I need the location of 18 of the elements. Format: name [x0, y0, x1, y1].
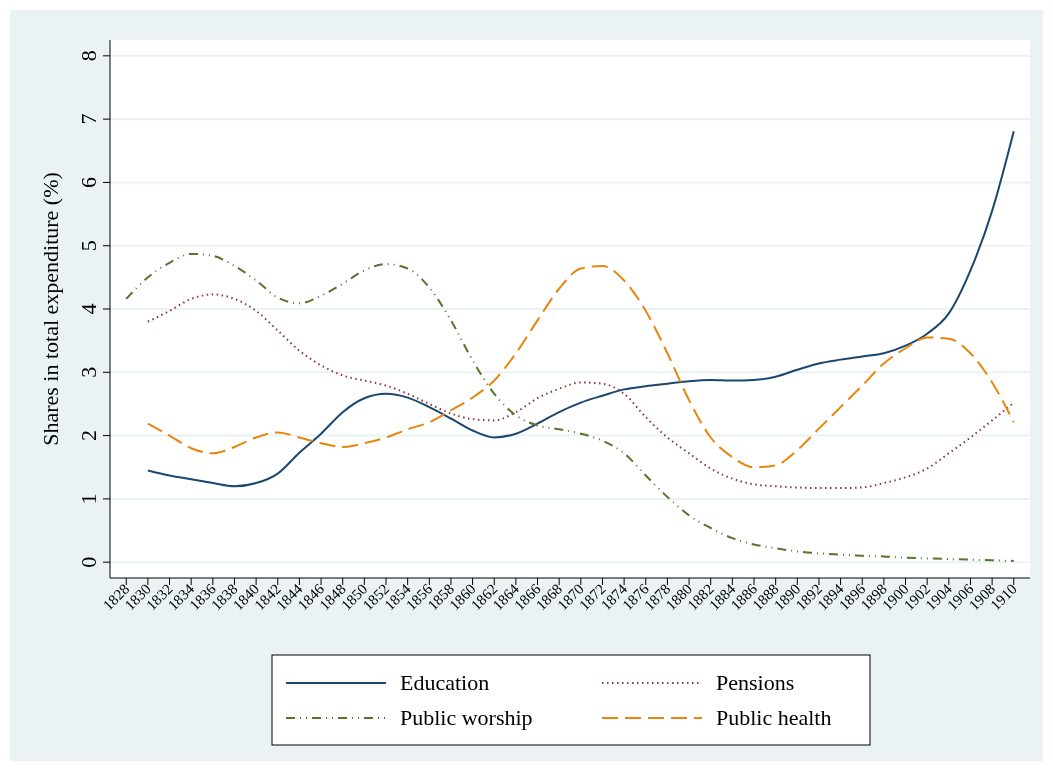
y-tick-label: 7 — [76, 113, 101, 125]
line-series — [146, 264, 1015, 469]
y-tick-label: 2 — [76, 430, 101, 442]
y-tick-label: 6 — [76, 176, 101, 188]
y-tick-label: 4 — [76, 303, 101, 315]
line-series — [146, 130, 1015, 488]
y-tick-label: 3 — [76, 366, 101, 378]
y-tick-label: 5 — [76, 240, 101, 252]
legend-label: Pensions — [716, 670, 795, 695]
line-series — [146, 293, 1015, 490]
legend-label: Public worship — [400, 705, 533, 730]
y-axis-title: Shares in total expenditure (%) — [38, 172, 63, 446]
y-tick-label: 1 — [76, 493, 101, 505]
line-series — [125, 252, 1015, 562]
legend-label: Education — [400, 670, 490, 695]
y-tick-label: 0 — [76, 556, 101, 568]
legend-label: Public health — [716, 705, 832, 730]
y-tick-label: 8 — [76, 50, 101, 62]
